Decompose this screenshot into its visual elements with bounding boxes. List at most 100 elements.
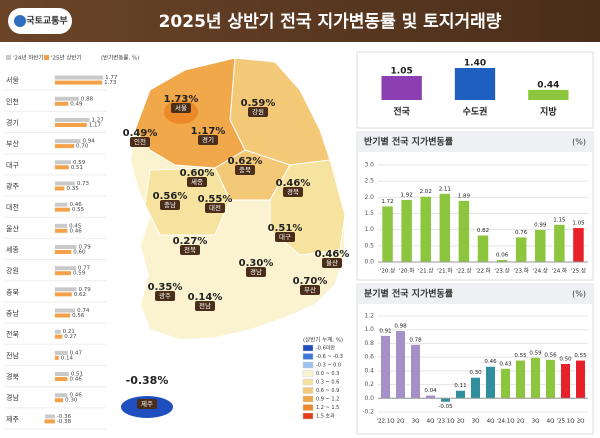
category-label: 대전 [6,203,19,212]
value-label: 0.46 [69,202,82,208]
value-label: 0.51 [71,372,83,378]
category-label: 대구 [6,161,19,169]
x-tick-label: 4Q [427,419,435,425]
bar [426,395,435,399]
value-label: 0.30 [65,398,78,404]
region-name: 경기 [202,135,214,144]
region-name: 충북 [239,165,251,174]
legend-label: 0.3 ~ 0.6 [316,380,339,386]
region-name: 강원 [252,107,264,116]
region-tag [235,165,255,175]
bar [54,122,87,127]
x-tick-label: 3Q [532,419,540,425]
region-name: 대전 [209,203,221,212]
y-tick-label: 0.4 [364,367,374,374]
x-tick-label: 4Q [547,419,555,425]
bar [54,308,76,313]
panel-box [356,131,594,281]
bar [561,364,570,399]
value-label: 1.77 [105,75,118,81]
x-tick-label: 2Q [457,419,465,425]
bar [54,266,76,271]
x-tick-label: 전국 [393,106,410,118]
region-tag [195,301,215,311]
value-label: 0.55 [72,207,85,213]
header-band [0,0,600,42]
legend-label: '25년 상반기 [51,54,82,62]
bar [382,206,393,262]
region-tag [160,200,180,210]
value-label: 0.04 [424,388,437,394]
legend-label: '24년 하반기 [13,54,44,62]
value-label: 0.56 [72,313,85,319]
value-label: 0.06 [496,253,509,259]
region-value: 0.14% [188,292,223,303]
category-label: 세종 [6,245,19,254]
region-name: 경북 [287,187,299,196]
region-name: 부산 [304,285,316,294]
value-label: 0.46 [69,393,82,399]
region-value: 1.17% [191,126,226,137]
legend-label: 0.0 ~ 0.3 [316,371,339,377]
bar [54,329,61,334]
bar [477,235,489,262]
bar [54,393,68,398]
panel-title-band [357,132,593,152]
bar [54,207,70,212]
region-name: 전남 [199,301,211,310]
y-tick-label: 0.5 [364,242,374,249]
legend-swatch [44,55,49,60]
value-label: 0.91 [379,328,391,334]
region-name: 충남 [164,200,176,209]
y-tick-label: 2.0 [364,194,374,201]
value-label: 0.98 [394,324,407,330]
bar [516,360,525,399]
y-tick-label: -0.2 [362,409,374,416]
logo-text: 국토교통부 [26,16,67,27]
bar [546,359,555,399]
region-name: 경남 [250,267,262,276]
value-label: 1.05 [572,221,585,227]
bar [54,350,68,355]
bar [54,287,77,292]
category-label: 충남 [6,309,19,318]
region-tag [246,267,266,277]
panel-title-band [357,284,593,304]
value-label: 1.89 [458,193,471,199]
value-label: 0.60 [73,250,86,256]
region-tag [205,203,225,213]
region-tag [248,107,268,117]
bar [471,377,480,399]
value-label: 0.55 [514,353,527,359]
region-name: 제주 [141,400,153,408]
region-value: 0.59% [241,98,276,109]
y-tick-label: 1.0 [364,326,374,333]
region-tag [322,258,342,268]
bar [496,260,508,262]
bar [54,160,71,165]
value-label: 0.45 [69,223,82,229]
y-tick-label: 0.0 [364,395,374,402]
region-name: 대구 [279,233,291,241]
bar [54,372,69,377]
bar [54,165,69,170]
value-label: 1.15 [553,217,566,223]
x-tick-label: '23.하 [514,267,529,275]
bar [454,68,496,100]
value-label: 0.70 [76,144,89,150]
value-label: -0.36 [57,414,72,420]
bar [441,398,450,402]
region-value: 0.49% [123,128,158,139]
legend-swatch [302,361,314,369]
value-label: 0.94 [83,139,96,145]
legend-swatch [302,387,314,394]
value-label: 0.56 [544,352,557,358]
bar [458,200,470,262]
bar [54,186,65,191]
bar [54,334,63,339]
value-label: 0.88 [81,96,94,102]
bar [573,228,584,262]
x-tick-label: '22.1Q [376,419,395,425]
bar [54,250,72,254]
x-tick-label: 2Q [577,419,585,425]
